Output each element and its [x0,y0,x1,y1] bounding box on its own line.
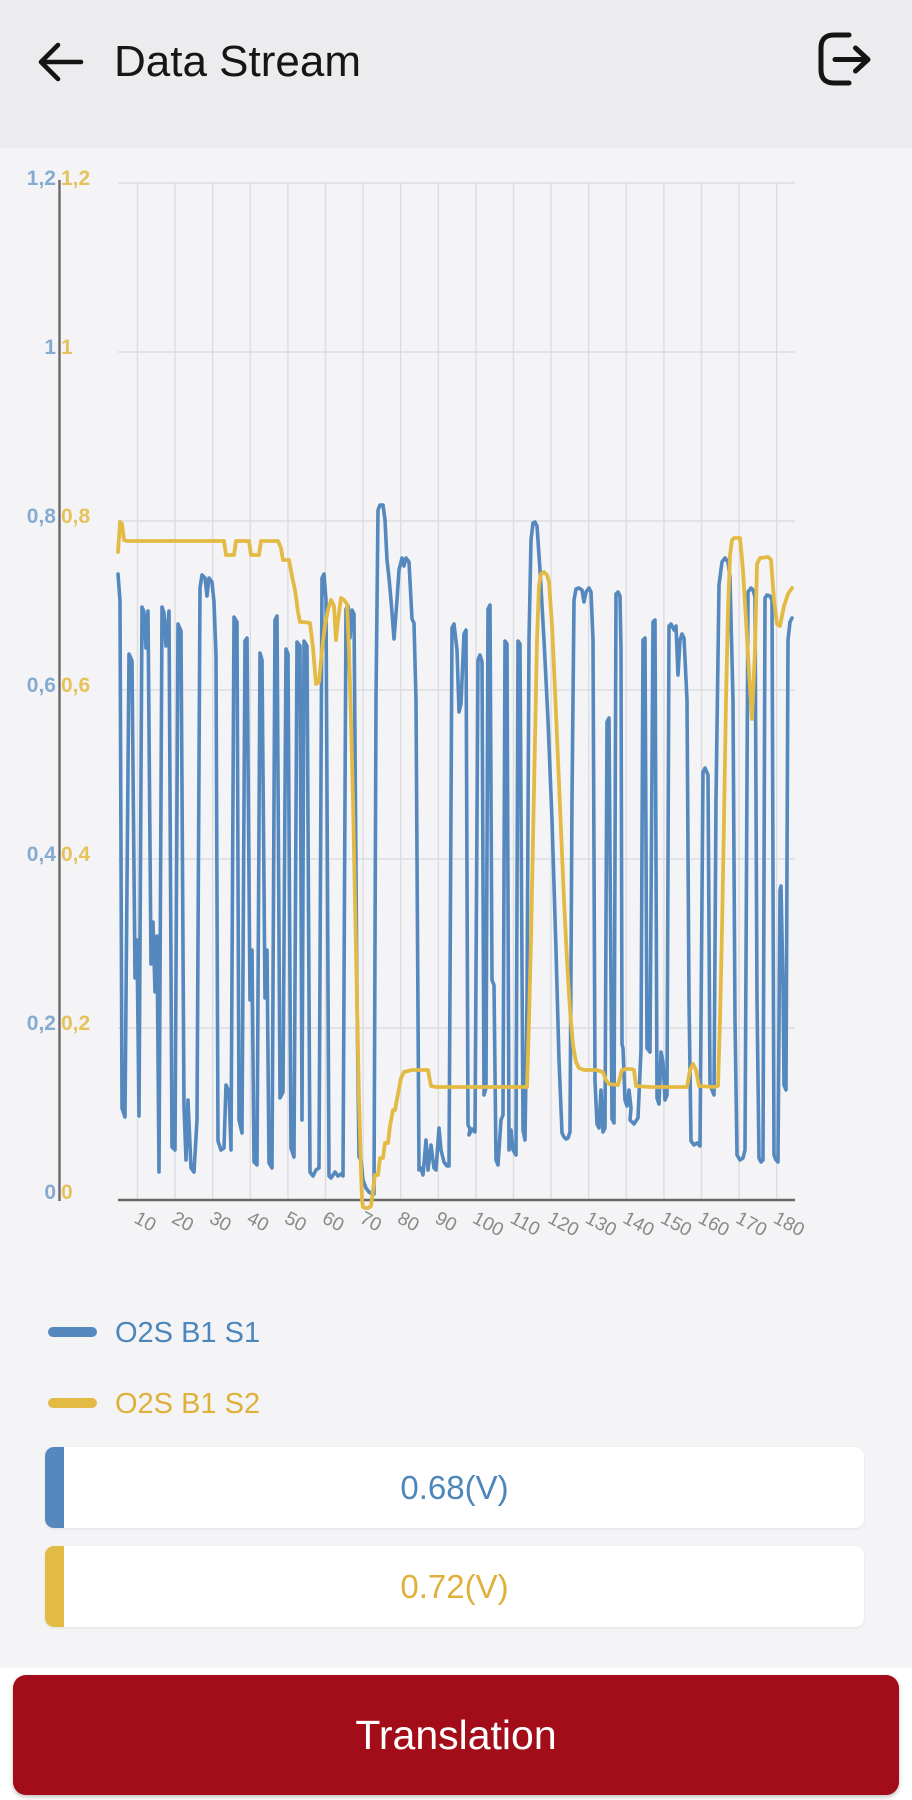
svg-text:0,4: 0,4 [27,843,57,866]
svg-text:1: 1 [61,336,73,359]
svg-text:30: 30 [206,1208,235,1236]
svg-text:20: 20 [168,1208,197,1236]
svg-text:170: 170 [732,1208,770,1241]
svg-text:80: 80 [394,1208,423,1236]
svg-text:150: 150 [657,1208,695,1241]
svg-text:180: 180 [770,1208,808,1241]
svg-text:0: 0 [44,1181,56,1204]
svg-text:0: 0 [61,1181,73,1204]
svg-text:0,4: 0,4 [61,843,91,866]
svg-text:0,6: 0,6 [27,674,56,697]
svg-text:0,8: 0,8 [61,505,91,528]
svg-text:40: 40 [243,1208,272,1236]
svg-text:50: 50 [281,1208,310,1236]
svg-text:0,2: 0,2 [27,1012,56,1035]
svg-text:60: 60 [319,1208,348,1236]
svg-text:120: 120 [544,1208,582,1241]
svg-text:1,2: 1,2 [27,167,56,190]
svg-text:90: 90 [431,1208,460,1236]
svg-text:110: 110 [507,1208,544,1241]
svg-text:160: 160 [695,1208,733,1241]
svg-text:100: 100 [469,1208,507,1241]
svg-text:1: 1 [44,336,56,359]
svg-text:140: 140 [619,1208,657,1241]
svg-text:130: 130 [582,1208,620,1241]
svg-text:0,6: 0,6 [61,674,90,697]
svg-text:10: 10 [131,1208,160,1236]
svg-text:0,8: 0,8 [27,505,57,528]
svg-text:0,2: 0,2 [61,1012,90,1035]
svg-text:70: 70 [356,1208,385,1236]
svg-text:1,2: 1,2 [61,167,90,190]
